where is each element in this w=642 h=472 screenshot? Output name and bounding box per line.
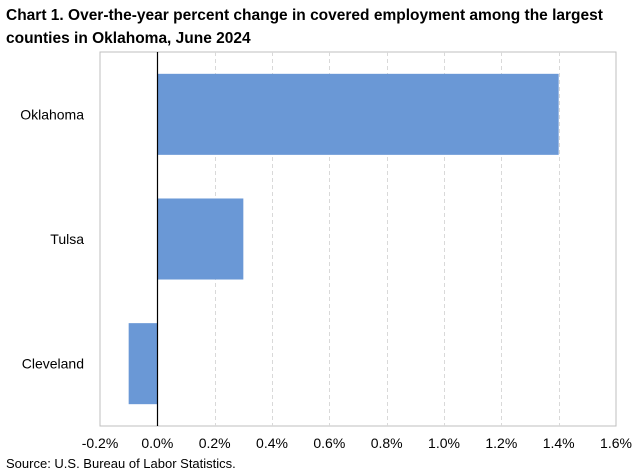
x-tick-label: 0.4% [256, 435, 288, 451]
x-tick-label: 1.6% [600, 435, 632, 451]
source-note: Source: U.S. Bureau of Labor Statistics. [6, 456, 236, 471]
bar-oklahoma [157, 73, 559, 155]
chart-title: Chart 1. Over-the-year percent change in… [6, 7, 603, 47]
x-tick-label: 0.6% [313, 435, 345, 451]
x-tick-label: 0.0% [141, 435, 173, 451]
bar-cleveland [128, 323, 158, 405]
x-tick-label: 1.4% [543, 435, 575, 451]
x-tick-label: 0.2% [199, 435, 231, 451]
category-label: Oklahoma [20, 106, 84, 122]
x-tick-label: 1.2% [485, 435, 517, 451]
category-label: Tulsa [50, 231, 84, 247]
category-label: Cleveland [22, 356, 84, 372]
x-tick-label: 1.0% [428, 435, 460, 451]
x-tick-label: -0.2% [82, 435, 119, 451]
bar-tulsa [157, 198, 244, 280]
plot-area-border [99, 51, 617, 427]
x-tick-label: 0.8% [371, 435, 403, 451]
